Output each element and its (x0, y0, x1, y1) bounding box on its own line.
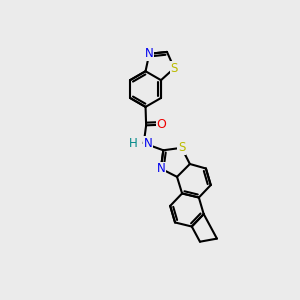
Text: H: H (129, 137, 138, 150)
Text: O: O (157, 118, 166, 131)
Text: N: N (144, 137, 153, 150)
Text: N: N (157, 162, 165, 175)
Text: S: S (171, 62, 178, 75)
Text: S: S (178, 141, 185, 154)
Text: N: N (145, 47, 154, 60)
